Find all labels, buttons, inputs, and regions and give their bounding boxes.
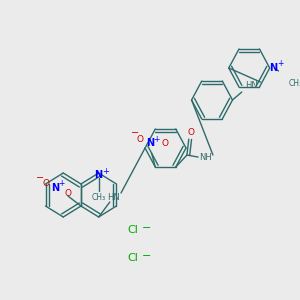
Text: −: − xyxy=(36,173,44,183)
Text: O: O xyxy=(42,178,49,188)
Text: Cl: Cl xyxy=(128,253,138,263)
Text: N: N xyxy=(51,183,59,193)
Text: +: + xyxy=(278,59,284,68)
Text: HN: HN xyxy=(245,82,257,91)
Text: N: N xyxy=(146,138,154,148)
Text: Cl: Cl xyxy=(128,225,138,235)
Text: CH₃: CH₃ xyxy=(92,193,106,202)
Text: O: O xyxy=(187,128,194,136)
Text: +: + xyxy=(102,167,109,176)
Text: O: O xyxy=(161,139,168,148)
Text: +: + xyxy=(153,135,159,144)
Text: −: − xyxy=(131,128,139,138)
Text: NH: NH xyxy=(199,153,212,162)
Text: HN: HN xyxy=(107,193,120,202)
Text: −: − xyxy=(142,251,152,261)
Text: O: O xyxy=(137,135,144,144)
Text: N: N xyxy=(269,63,278,73)
Text: −: − xyxy=(142,223,152,233)
Text: +: + xyxy=(58,179,64,188)
Text: O: O xyxy=(64,188,71,197)
Text: N: N xyxy=(94,170,103,180)
Text: CH₃: CH₃ xyxy=(289,79,300,88)
